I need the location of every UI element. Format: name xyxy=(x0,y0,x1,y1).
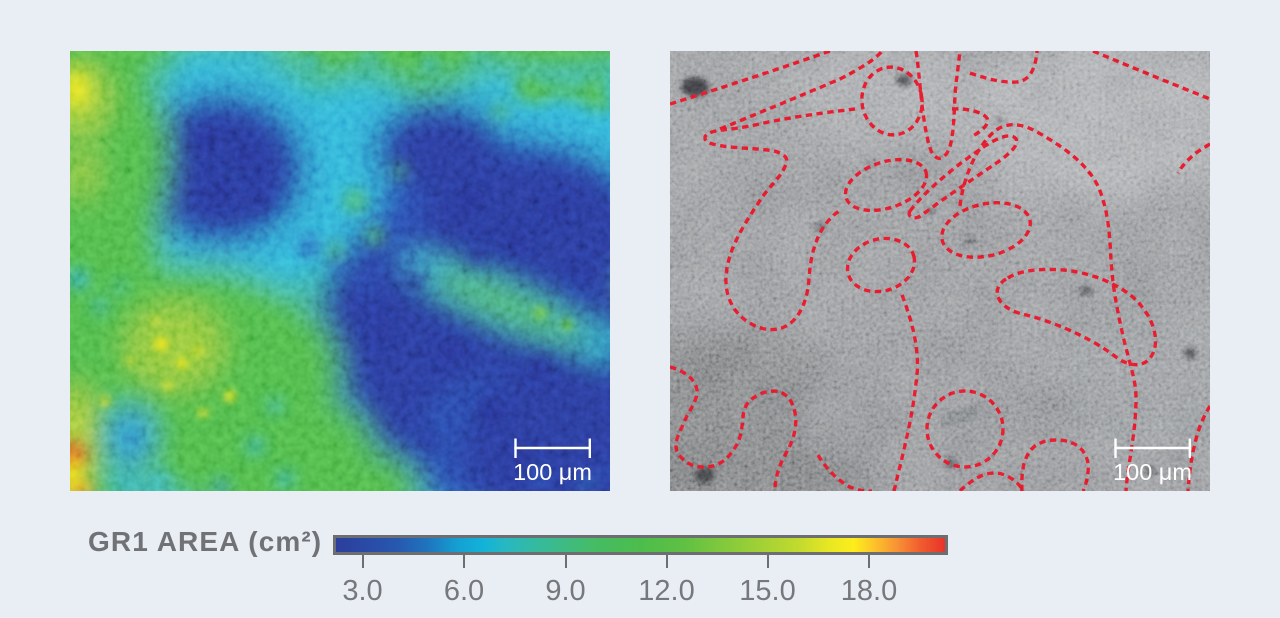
svg-text:100 μm: 100 μm xyxy=(1113,459,1192,485)
svg-text:100 μm: 100 μm xyxy=(513,459,592,485)
